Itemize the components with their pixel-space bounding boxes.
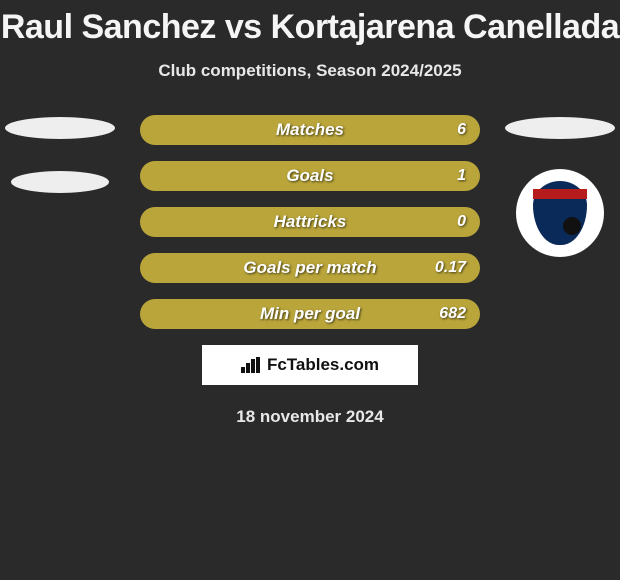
- stat-label: Min per goal: [140, 304, 480, 324]
- stat-value-right: 6: [457, 121, 466, 139]
- barchart-icon: [241, 357, 261, 373]
- stat-bar-min-per-goal: Min per goal 682: [140, 299, 480, 329]
- snapshot-date: 18 november 2024: [0, 407, 620, 427]
- sd-huesca-badge-icon: [516, 169, 604, 257]
- stat-label: Goals: [140, 166, 480, 186]
- badge-stripe: [533, 189, 587, 199]
- left-player-photo-placeholder: [5, 117, 115, 139]
- subtitle: Club competitions, Season 2024/2025: [0, 61, 620, 81]
- fctables-logo: FcTables.com: [202, 345, 418, 385]
- stat-value-right: 1: [457, 167, 466, 185]
- page-title: Raul Sanchez vs Kortajarena Canellada: [0, 0, 620, 47]
- stat-label: Matches: [140, 120, 480, 140]
- stat-label: Goals per match: [140, 258, 480, 278]
- stat-bar-goals-per-match: Goals per match 0.17: [140, 253, 480, 283]
- stat-value-right: 682: [439, 305, 466, 323]
- right-player-photo-placeholder: [505, 117, 615, 139]
- badge-shield: [533, 181, 587, 245]
- stat-bars: Matches 6 Goals 1 Hattricks 0 Goals per …: [140, 115, 480, 329]
- stat-value-right: 0.17: [435, 259, 466, 277]
- left-player-column: [0, 115, 120, 193]
- stat-bar-goals: Goals 1: [140, 161, 480, 191]
- badge-ball: [563, 217, 581, 235]
- right-player-column: [500, 115, 620, 257]
- stat-label: Hattricks: [140, 212, 480, 232]
- stats-section: Matches 6 Goals 1 Hattricks 0 Goals per …: [0, 115, 620, 427]
- stat-value-right: 0: [457, 213, 466, 231]
- logo-text: FcTables.com: [267, 355, 379, 375]
- left-player-club-placeholder: [11, 171, 109, 193]
- stat-bar-hattricks: Hattricks 0: [140, 207, 480, 237]
- stat-bar-matches: Matches 6: [140, 115, 480, 145]
